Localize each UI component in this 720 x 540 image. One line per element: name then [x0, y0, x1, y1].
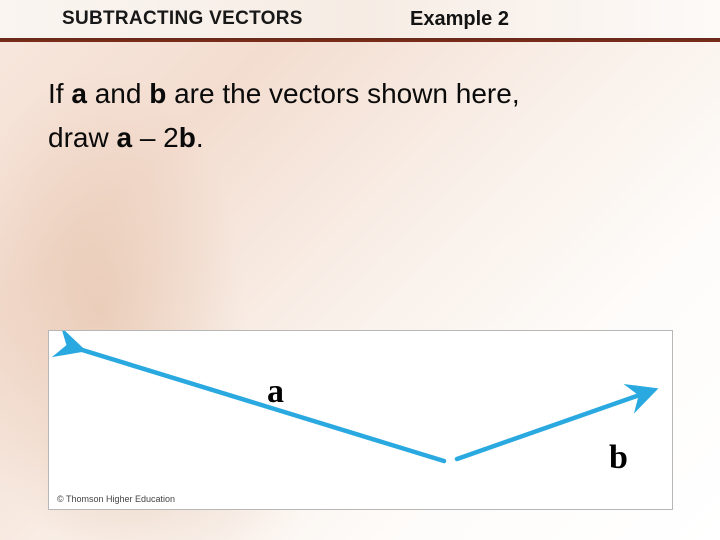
figure-box: a b © Thomson Higher Education [48, 330, 673, 510]
body-line-2: draw a – 2b. [48, 116, 668, 160]
var-a: a [116, 122, 132, 153]
var-b: b [179, 122, 196, 153]
text: are the vectors shown here, [166, 78, 519, 109]
slide-root: SUBTRACTING VECTORS Example 2 If a and b… [0, 0, 720, 540]
var-b: b [149, 78, 166, 109]
figure-copyright: © Thomson Higher Education [55, 493, 177, 505]
text: and [87, 78, 149, 109]
body-text: If a and b are the vectors shown here, d… [48, 72, 668, 160]
vector-a-line [79, 349, 444, 461]
vector-b-label: b [609, 439, 628, 477]
body-line-1: If a and b are the vectors shown here, [48, 72, 668, 116]
vectors-svg [49, 331, 674, 511]
vector-a-label: a [267, 373, 284, 411]
text: draw [48, 122, 116, 153]
section-title: SUBTRACTING VECTORS [62, 8, 303, 30]
example-label: Example 2 [410, 8, 509, 31]
var-a: a [71, 78, 87, 109]
text: – 2 [132, 122, 179, 153]
text: . [196, 122, 204, 153]
text: If [48, 78, 71, 109]
